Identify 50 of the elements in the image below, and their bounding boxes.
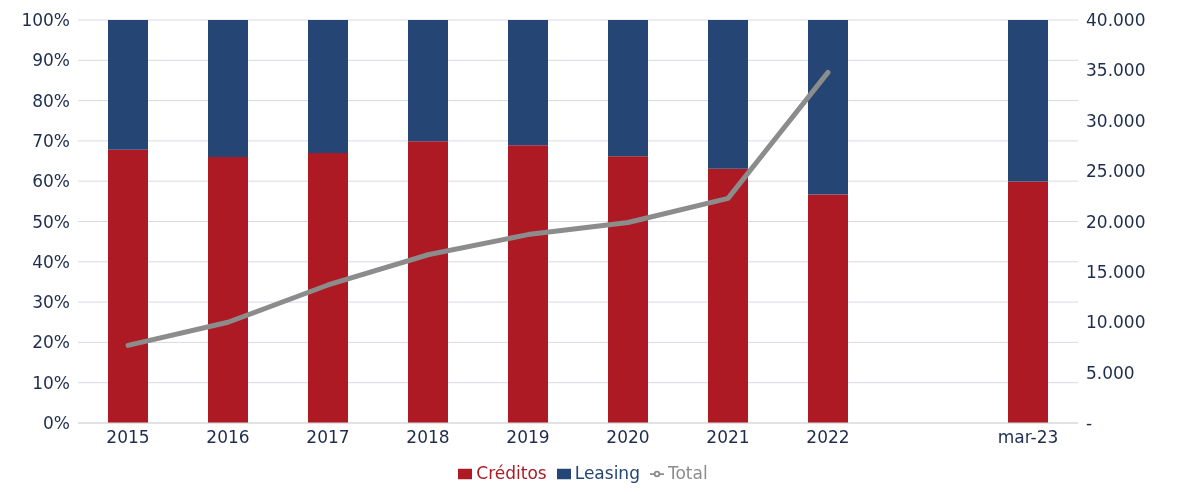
bar	[608, 156, 648, 423]
x-tick-label: 2018	[406, 427, 450, 448]
bar	[508, 20, 548, 146]
bar	[308, 152, 348, 423]
bar	[708, 168, 748, 423]
y2-tick-label: 5.000	[1086, 362, 1135, 383]
bar	[708, 20, 748, 169]
bar	[408, 20, 448, 142]
bar	[108, 20, 148, 150]
x-tick-label: 2020	[606, 427, 650, 448]
x-tick-label: 2021	[706, 427, 750, 448]
x-tick-label: mar-23	[997, 427, 1059, 448]
x-tick-label: 2015	[106, 427, 150, 448]
bar	[408, 141, 448, 423]
bar	[208, 20, 248, 158]
bar	[308, 20, 348, 153]
x-tick-label: 2016	[206, 427, 250, 448]
y-tick-label: 50%	[32, 211, 70, 232]
bar	[1008, 20, 1048, 182]
y-tick-label: 20%	[32, 332, 70, 353]
legend-label: Leasing	[574, 463, 640, 483]
x-tick-label: 2022	[806, 427, 850, 448]
y-tick-label: 100%	[21, 10, 70, 31]
bar	[208, 157, 248, 423]
x-tick-label: 2017	[306, 427, 350, 448]
y-tick-label: 10%	[32, 372, 70, 393]
y2-tick-label: 10.000	[1086, 312, 1146, 333]
y2-tick-label: 20.000	[1086, 211, 1146, 232]
y2-tick-label: 40.000	[1086, 10, 1146, 31]
y-tick-label: 70%	[32, 130, 70, 151]
y-tick-label: 60%	[32, 171, 70, 192]
y-tick-label: 80%	[32, 90, 70, 111]
y2-tick-label: 30.000	[1086, 110, 1146, 131]
bar	[808, 194, 848, 423]
legend-label: Total	[667, 463, 708, 483]
y-tick-label: 90%	[32, 50, 70, 71]
y-tick-label: 0%	[43, 413, 70, 434]
y-tick-label: 40%	[32, 251, 70, 272]
y2-tick-label: -	[1086, 413, 1093, 434]
bar	[508, 145, 548, 423]
bar	[108, 149, 148, 423]
y2-tick-label: 35.000	[1086, 60, 1146, 81]
bar	[1008, 181, 1048, 423]
y2-tick-label: 15.000	[1086, 261, 1146, 282]
y-tick-label: 30%	[32, 292, 70, 313]
y2-tick-label: 25.000	[1086, 161, 1146, 182]
bar	[608, 20, 648, 157]
legend-label: Créditos	[476, 463, 547, 483]
x-tick-label: 2019	[506, 427, 550, 448]
bar	[808, 20, 848, 195]
